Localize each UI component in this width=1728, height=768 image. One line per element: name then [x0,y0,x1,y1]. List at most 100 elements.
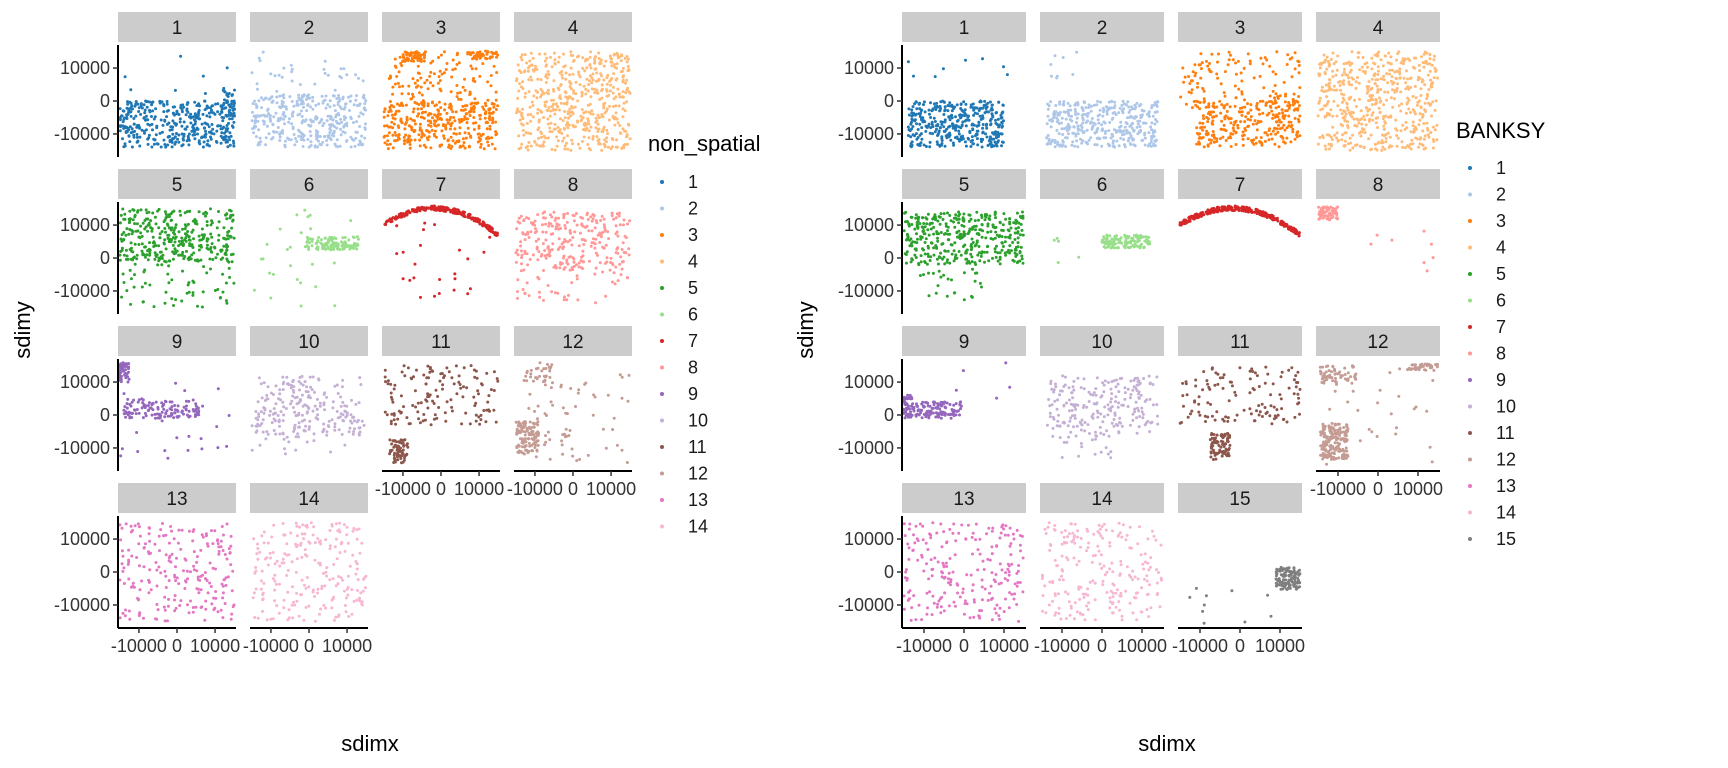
scatter-point [608,104,612,108]
scatter-point [384,223,388,226]
scatter-point [262,98,266,102]
scatter-point [156,209,160,213]
scatter-point [180,108,184,112]
scatter-point [173,232,177,236]
scatter-point [290,79,294,83]
scatter-point [225,124,229,127]
scatter-point [283,533,287,537]
scatter-point [183,127,187,131]
scatter-point [172,304,175,307]
scatter-point [311,590,315,594]
scatter-point [400,370,404,374]
scatter-point [129,241,133,245]
scatter-point [191,408,195,411]
scatter-point [555,222,559,226]
scatter-point [280,75,284,79]
scatter-point [949,138,953,142]
scatter-point [143,108,147,112]
scatter-point [427,395,431,398]
scatter-point [300,419,304,423]
scatter-point [165,122,169,126]
scatter-point [323,59,327,63]
scatter-point [317,102,321,106]
scatter-point [285,574,289,577]
scatter-point [205,271,209,275]
scatter-point [476,220,480,224]
scatter-point [434,124,438,128]
y-tick-label: 10000 [60,58,110,78]
scatter-point [197,413,201,417]
scatter-point [466,257,470,261]
scatter-point [548,457,552,461]
scatter-point [462,118,466,122]
scatter-point [609,56,613,60]
scatter-point [566,212,570,215]
scatter-point [171,132,175,136]
scatter-point [185,125,189,129]
scatter-point [553,122,557,126]
scatter-point [610,64,614,68]
scatter-point [258,59,262,63]
scatter-point [356,237,360,241]
scatter-point [128,107,132,111]
scatter-point [303,380,307,384]
scatter-point [345,124,349,128]
scatter-point [119,250,123,253]
scatter-point [184,558,188,562]
scatter-point [262,581,266,585]
scatter-point [290,112,294,116]
scatter-point [568,107,572,111]
scatter-point [390,120,394,124]
scatter-point [529,375,533,379]
scatter-point [339,395,343,399]
scatter-point [568,73,572,77]
scatter-point [157,565,161,569]
legend-title: non_spatial [648,131,761,156]
scatter-point [310,239,314,243]
scatter-point [528,105,532,109]
scatter-point [532,94,536,98]
scatter-point [1000,120,1004,124]
scatter-point [315,116,319,120]
scatter-point [560,439,564,443]
scatter-point [141,221,145,225]
scatter-point [187,399,191,403]
scatter-point [550,248,554,252]
scatter-point [180,236,184,240]
scatter-point [346,541,350,545]
scatter-point [316,145,320,149]
scatter-point [600,89,603,93]
scatter-point [387,110,391,114]
scatter-point [413,262,417,266]
scatter-point [362,95,366,99]
scatter-point [526,144,530,148]
scatter-point [556,86,560,90]
scatter-point [141,253,145,257]
scatter-point [572,214,576,218]
scatter-point [914,112,918,116]
scatter-point [302,618,306,622]
scatter-point [570,243,574,247]
scatter-point [457,374,461,378]
legend-key [660,365,664,370]
scatter-point [230,260,234,264]
scatter-point [535,143,539,147]
scatter-point [443,108,447,112]
scatter-point [616,87,620,91]
scatter-point [989,108,993,112]
scatter-point [589,50,593,54]
scatter-point [167,597,170,601]
scatter-point [605,128,609,132]
scatter-point [194,605,198,609]
scatter-point [611,91,615,95]
scatter-point [299,398,303,402]
scatter-point [457,97,461,101]
scatter-point [299,138,303,141]
scatter-point [177,133,181,137]
scatter-point [219,134,223,138]
scatter-point [483,116,487,120]
scatter-point [343,102,347,106]
scatter-point [602,64,606,68]
scatter-point [232,141,236,145]
scatter-point [520,253,524,257]
